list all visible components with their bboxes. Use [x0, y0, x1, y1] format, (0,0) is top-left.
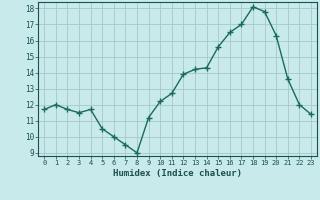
X-axis label: Humidex (Indice chaleur): Humidex (Indice chaleur): [113, 169, 242, 178]
